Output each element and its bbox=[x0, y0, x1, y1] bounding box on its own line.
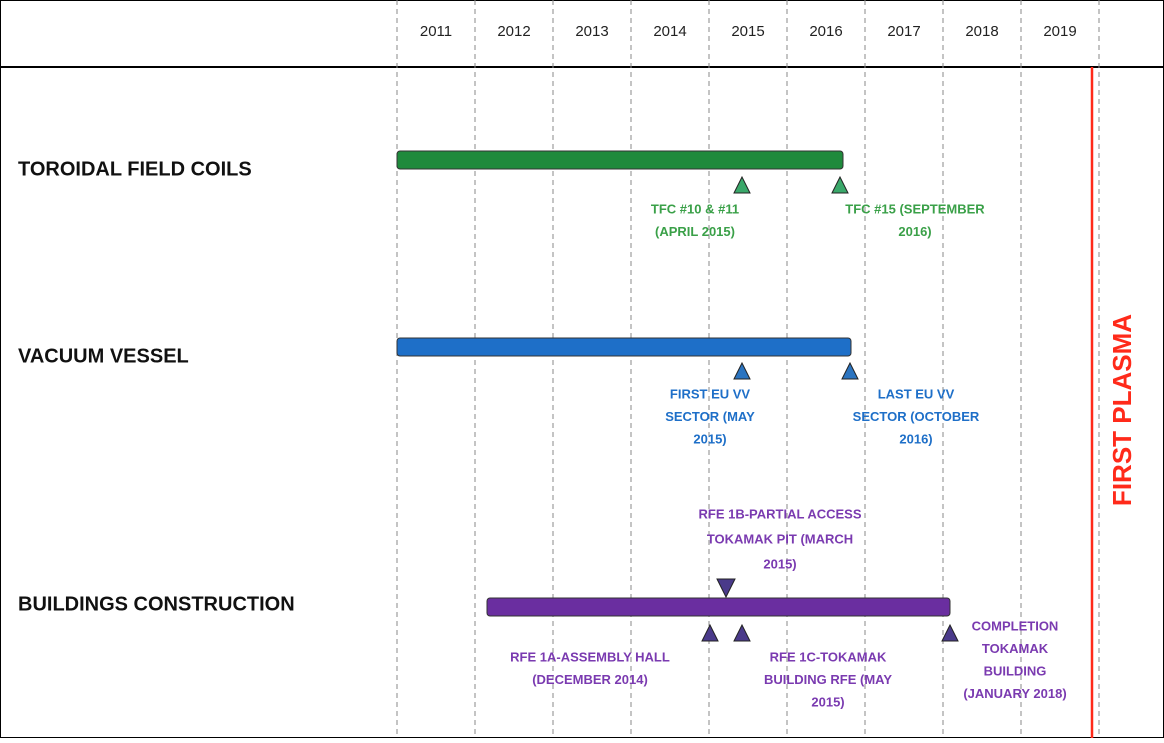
year-label: 2017 bbox=[887, 23, 920, 40]
milestone-label: COMPLETION bbox=[972, 618, 1059, 633]
milestone-label: BUILDING bbox=[984, 663, 1047, 678]
year-label: 2015 bbox=[731, 23, 764, 40]
milestone-label: FIRST EU VV bbox=[670, 386, 751, 401]
milestone-label: 2015) bbox=[763, 556, 796, 571]
milestone-label: TOKAMAK bbox=[982, 641, 1049, 656]
milestone-label: SECTOR (OCTOBER bbox=[853, 409, 980, 424]
milestone-label: 2016) bbox=[898, 224, 931, 239]
row-label: BUILDINGS CONSTRUCTION bbox=[18, 593, 295, 615]
milestone-label: BUILDING RFE (MAY bbox=[764, 672, 892, 687]
duration-bar bbox=[486, 597, 951, 617]
year-label: 2011 bbox=[420, 23, 452, 40]
year-label: 2019 bbox=[1043, 23, 1076, 40]
year-label: 2013 bbox=[575, 23, 608, 40]
milestone-label: RFE 1A-ASSEMBLY HALL bbox=[510, 649, 670, 664]
milestone-marker bbox=[733, 361, 751, 380]
milestone-label: SECTOR (MAY bbox=[665, 409, 755, 424]
milestone-marker bbox=[941, 623, 959, 642]
milestone-label: (DECEMBER 2014) bbox=[532, 672, 648, 687]
milestone-marker bbox=[716, 578, 736, 599]
milestone-label: (JANUARY 2018) bbox=[963, 686, 1066, 701]
milestone-label: RFE 1B-PARTIAL ACCESS bbox=[699, 506, 862, 521]
milestone-marker bbox=[733, 175, 751, 194]
milestone-label: TFC #10 & #11 bbox=[651, 201, 739, 216]
milestone-label: TFC #15 (SEPTEMBER bbox=[845, 201, 985, 216]
year-label: 2014 bbox=[653, 23, 686, 40]
row-label: TOROIDAL FIELD COILS bbox=[18, 158, 252, 180]
milestone-label: RFE 1C-TOKAMAK bbox=[770, 649, 887, 664]
first-plasma-label: FIRST PLASMA bbox=[1107, 314, 1137, 506]
duration-bar bbox=[396, 150, 844, 170]
milestone-label: 2016) bbox=[899, 431, 932, 446]
milestone-label: TOKAMAK PIT (MARCH bbox=[707, 531, 853, 546]
duration-bar bbox=[396, 337, 852, 357]
milestone-marker bbox=[733, 623, 751, 642]
milestone-label: 2015) bbox=[811, 694, 844, 709]
milestone-marker bbox=[831, 175, 849, 194]
milestone-label: LAST EU VV bbox=[878, 386, 955, 401]
year-label: 2016 bbox=[809, 23, 842, 40]
year-label: 2018 bbox=[965, 23, 998, 40]
year-label: 2012 bbox=[497, 23, 530, 40]
milestone-label: (APRIL 2015) bbox=[655, 224, 735, 239]
milestone-marker bbox=[701, 623, 719, 642]
milestone-label: 2015) bbox=[693, 431, 726, 446]
row-label: VACUUM VESSEL bbox=[18, 345, 189, 367]
milestone-marker bbox=[841, 361, 859, 380]
